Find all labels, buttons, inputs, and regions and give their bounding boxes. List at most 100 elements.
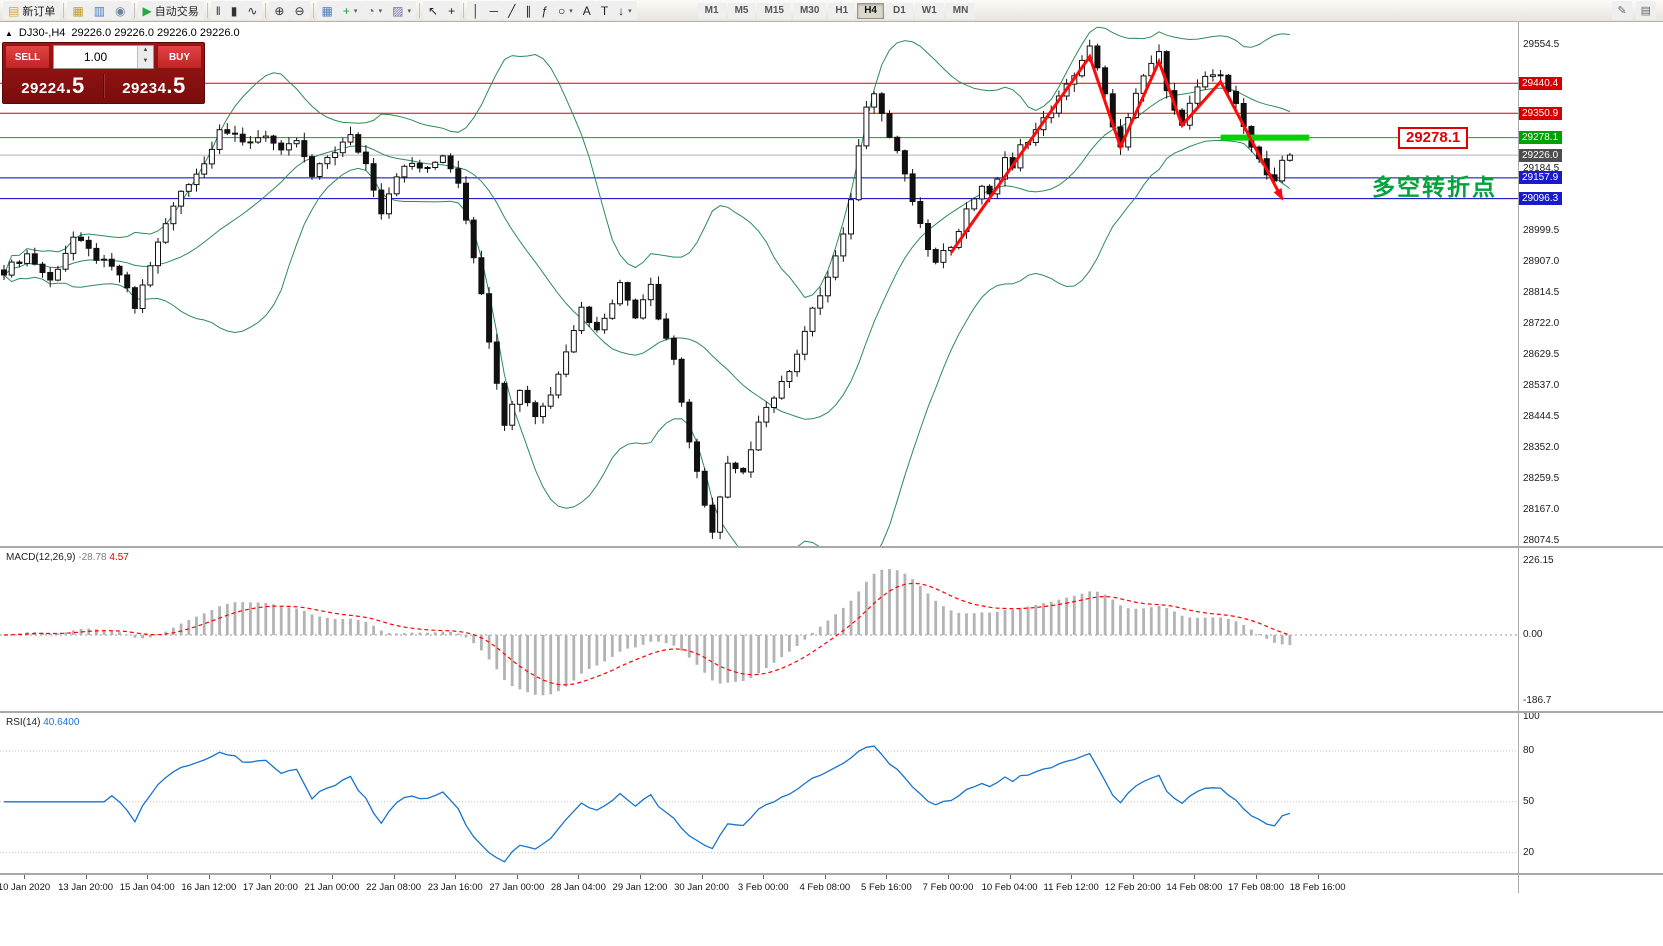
toolbar-separator [265,3,267,18]
data-window-icon[interactable]: ◉ [110,1,131,20]
oct-collapse-button[interactable]: ▲ [5,28,13,38]
timeframe-m1-button[interactable]: M1 [697,2,726,19]
edit-icon[interactable]: ✎ [1612,1,1632,20]
panel-separator[interactable] [0,873,1663,875]
fibonacci-icon[interactable]: ƒ [536,1,554,20]
chevron-down-icon: ▾ [407,7,412,15]
buy-price: 29234.5 [122,73,186,98]
shapes-icon[interactable]: ○ ▾ [553,1,578,20]
rsi-canvas[interactable] [0,713,1518,873]
autotrading-button[interactable]: ▶ 自动交易 [137,1,204,20]
tile-windows-icon[interactable]: ▦ [316,1,338,20]
time-tick [270,875,272,879]
timeframe-m30-button[interactable]: M30 [792,2,827,19]
price-axis[interactable]: 29554.5 29184.5 28999.5 28907.0 28814.5 28722… [1518,22,1663,893]
turning-point-text[interactable]: 多空转折点 [1372,174,1497,200]
fibonacci-icon: ƒ [541,3,549,18]
trendline-icon[interactable]: ╱ [503,1,521,20]
indicators-icon[interactable]: + ▾ [337,1,363,20]
macd-canvas[interactable] [0,548,1518,711]
market-watch-icon[interactable]: ▥ [88,1,111,20]
time-axis-label: 28 Jan 04:00 [550,882,606,893]
dock-panel-icon[interactable]: ▤ [1635,1,1656,20]
time-tick [455,875,457,879]
toolbar-separator [463,3,465,18]
price-axis-label: 29184.5 [1523,163,1560,174]
price-line-marker: 29096.3 [1519,192,1563,206]
toolbar-separator [419,3,421,18]
chevron-down-icon: ▾ [569,7,573,15]
price-chart-canvas[interactable] [0,22,1518,546]
new-order-button[interactable]: ▤ 新订单 [3,1,61,20]
rsi-axis-label: 50 [1523,796,1535,807]
macd-axis-label: -186.7 [1523,695,1552,706]
periods-icon[interactable]: ◔ ▾ [362,1,388,20]
time-axis-label: 18 Feb 16:00 [1289,882,1346,893]
pivot-price-label[interactable]: 29278.1 [1398,127,1469,149]
timeframe-h4-button[interactable]: H4 [857,2,884,19]
candlesticks [1,39,1293,540]
price-axis-label: 28167.0 [1523,504,1560,515]
price-axis-label: 28537.0 [1523,380,1560,391]
time-axis-label: 27 Jan 00:00 [489,882,545,893]
time-tick [640,875,641,879]
trend-zigzag[interactable] [949,53,1284,254]
buy-button[interactable]: BUY [157,45,202,69]
chevron-down-icon: ▾ [628,7,632,15]
arrows-icon[interactable]: ↓ ▾ [613,1,637,20]
panel-separator[interactable] [0,711,1663,713]
tile-windows-icon: ▦ [321,3,333,18]
text-icon[interactable]: A [577,1,596,20]
horizontal-line-icon[interactable]: ─ [484,1,504,20]
macd-indicator-panel[interactable]: MACD(12,26,9) -28.78 4.57 [0,548,1518,711]
time-tick [332,875,333,879]
line-chart-icon[interactable]: ∿ [242,1,263,20]
main-price-chart[interactable]: ▲ DJ30-,H4 29226.0 29226.0 29226.0 29226… [0,22,1518,546]
toolbar-separator [312,3,314,18]
time-axis-label: 29 Jan 12:00 [612,882,668,893]
channel-icon[interactable]: ∥ [520,1,537,20]
charts-icon: ▦ [72,3,84,18]
bollinger-bands [3,26,1291,546]
timeframe-m15-button[interactable]: M15 [757,2,791,19]
volume-input[interactable] [54,46,137,68]
ohlc-values: 29226.0 29226.0 29226.0 29226.0 [71,27,240,39]
time-tick [886,875,888,879]
zoom-in-icon[interactable]: ⊕ [269,1,290,20]
timeframe-h1-button[interactable]: H1 [828,2,856,19]
timeframe-m5-button[interactable]: M5 [727,2,756,19]
candlestick-chart-icon[interactable]: ▮ [225,1,243,20]
panel-separator[interactable] [0,546,1663,548]
time-axis[interactable]: 10 Jan 2020 13 Jan 20:00 15 Jan 04:00 16 Ja… [0,875,1518,897]
zoom-out-icon[interactable]: ⊖ [289,1,310,20]
timeframe-d1-button[interactable]: D1 [885,2,913,19]
time-tick [701,875,703,879]
autotrading-button: ▶ [142,3,152,18]
timeframe-mn-button[interactable]: MN [945,2,976,19]
volume-down-button[interactable]: ▼ [138,57,153,68]
time-tick [208,875,210,879]
time-tick [24,875,25,879]
charts-icon[interactable]: ▦ [67,1,89,20]
time-axis-label: 5 Feb 16:00 [861,882,912,893]
timeframe-w1-button[interactable]: W1 [914,2,944,19]
sell-button[interactable]: SELL [5,45,50,69]
time-axis-label: 11 Feb 12:00 [1043,882,1099,893]
cursor-icon[interactable]: ↖ [423,1,444,20]
bar-chart-icon[interactable]: ‖ [210,1,226,20]
time-tick [147,875,149,879]
vertical-line-icon[interactable]: │ [467,1,485,20]
macd-histogram [10,569,1292,696]
rsi-indicator-panel[interactable]: RSI(14) 40.6400 [0,713,1518,873]
templates-icon[interactable]: ▨ ▾ [387,1,417,20]
time-tick [1194,875,1196,879]
sell-price: 29224.5 [21,73,85,98]
bar-chart-icon: ‖ [215,3,221,18]
time-axis-label: 30 Jan 20:00 [674,882,730,893]
label-icon[interactable]: T [595,1,614,20]
toolbar-separator [63,3,65,18]
volume-up-button[interactable]: ▲ [138,46,153,57]
crosshair-icon[interactable]: + [443,1,461,20]
time-axis-label: 15 Jan 04:00 [119,882,175,893]
